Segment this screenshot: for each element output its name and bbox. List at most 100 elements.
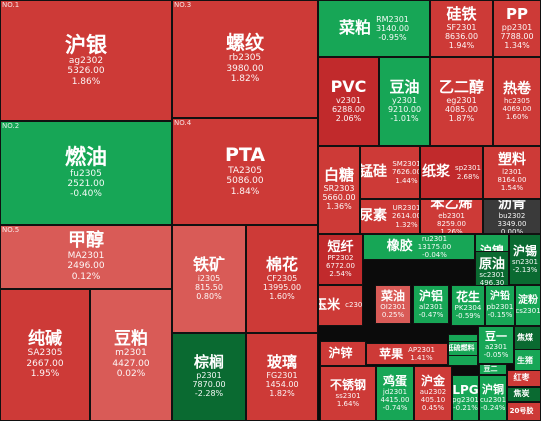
heatmap-tile[interactable]: 沪锌 — [320, 341, 366, 366]
section-label: NO.2 — [2, 122, 20, 130]
heatmap-tile[interactable]: 沪锡 sn2301 -2.13% — [509, 234, 541, 285]
tile-change: -0.59% — [455, 311, 481, 320]
tile-change: -0.95% — [378, 33, 407, 43]
tile-values: y2301 9210.00 -1.01% — [388, 96, 421, 124]
tile-code: c2303 — [345, 301, 363, 310]
heatmap-tile[interactable]: 苯乙烯 eb2301 8259.00 1.26% — [420, 199, 483, 234]
tile-change: 2.68% — [456, 172, 480, 181]
tile-code: v2301 — [335, 96, 362, 106]
tile-content: 乙二醇 eg2301 4085.00 1.87% — [439, 79, 484, 123]
heatmap-tile[interactable]: 沪铜 cu2301 -0.24% — [479, 375, 507, 421]
tile-content: 沪锌 — [328, 347, 357, 360]
tile-code: au2302 — [419, 387, 447, 396]
heatmap-tile[interactable]: 菜油 OI2301 0.25% — [375, 285, 411, 324]
heatmap-tile[interactable]: 短纤 PF2302 6772.00 2.54% — [318, 234, 363, 285]
tile-price: 7870.00 — [192, 380, 226, 390]
tile-name: 塑料 — [497, 152, 526, 169]
tile-price: 13995.00 — [262, 282, 302, 292]
heatmap-tile[interactable]: 棕榈 p2301 7870.00 -2.28% — [172, 333, 246, 421]
tile-code: PK2304 — [454, 303, 482, 312]
tile-name: 焦煤 — [517, 332, 533, 342]
tile-price: 4069.00 — [502, 104, 532, 113]
tile-code: ss2301 — [335, 391, 361, 400]
heatmap-tile[interactable]: 乙二醇 eg2301 4085.00 1.87% — [430, 57, 493, 146]
heatmap-tile[interactable]: 苹果 AP2301 1.41% — [366, 343, 448, 365]
tile-price: 5326.00 — [67, 66, 105, 77]
heatmap-tile[interactable]: 螺纹 rb2305 3980.00 1.82% — [172, 0, 318, 118]
heatmap-tile[interactable]: LPG pg2301 -0.21% — [452, 375, 479, 421]
heatmap-tile[interactable]: 玉米 c2303 — [318, 285, 363, 326]
tile-values: AP2301 1.41% — [408, 346, 435, 362]
tile-values: c2303 — [345, 301, 363, 310]
heatmap-tile[interactable]: 热卷 hc2305 4069.00 1.60% — [493, 57, 541, 146]
tile-price: 2496.00 — [67, 261, 105, 272]
tile-price: 4085.00 — [444, 104, 479, 114]
heatmap-tile[interactable]: 白糖 SR2303 5660.00 1.36% — [318, 146, 360, 234]
heatmap-tile[interactable]: 豆一 a2301 -0.05% — [478, 326, 514, 364]
heatmap-tile[interactable]: 低硫燃料 — [448, 341, 478, 356]
tile-content: 花生 PK2304 -0.59% — [455, 291, 482, 320]
heatmap-tile[interactable]: 燃油 fu2305 2521.00 -0.40% — [0, 121, 172, 225]
heatmap-tile[interactable]: PP pp2301 7788.00 1.34% — [493, 0, 541, 57]
heatmap-tile[interactable]: 硅铁 SF2301 8636.00 1.94% — [430, 0, 493, 57]
heatmap-tile[interactable]: 沪银 ag2302 5326.00 1.86% — [0, 0, 172, 121]
tile-change: -0.04% — [422, 251, 447, 260]
heatmap-tile[interactable]: 塑料 l2301 8164.00 1.54% — [483, 146, 541, 199]
tile-content: 硅铁 SF2301 8636.00 1.94% — [445, 6, 478, 50]
tile-values: sn2301 -2.13% — [512, 258, 538, 274]
heatmap-tile[interactable]: 鸡蛋 jd2301 4415.00 -0.74% — [376, 366, 414, 421]
tile-name: 螺纹 — [225, 31, 264, 54]
tile-code: cs2301 — [515, 306, 541, 315]
heatmap-tile[interactable]: 淀粉 cs2301 — [515, 285, 541, 326]
heatmap-tile[interactable]: 尿素 UR2301 2614.00 1.32% — [360, 199, 420, 234]
section-label: NO.5 — [2, 226, 20, 234]
tile-name: 沥青 — [497, 199, 526, 213]
heatmap-tile[interactable]: 铁矿 i2305 815.50 0.80% — [172, 225, 246, 333]
heatmap-tile[interactable]: 锰硅 SM2301 7626.00 1.44% — [360, 146, 420, 199]
tile-content: 铁矿 i2305 815.50 0.80% — [193, 256, 225, 301]
tile-values: RM2301 3140.00 -0.95% — [376, 15, 409, 43]
tile-change: 1.44% — [395, 176, 418, 185]
heatmap-tile[interactable]: 20号胶 — [507, 402, 541, 421]
heatmap-tile[interactable]: 纸浆 sp2301 2.68% — [420, 146, 483, 199]
tile-code: TA2305 — [228, 165, 262, 176]
tile-name: 20号胶 — [509, 406, 534, 415]
tile-price: 2521.00 — [67, 178, 105, 189]
tile-name: 沪锌 — [328, 346, 353, 361]
tile-price: 9210.00 — [387, 104, 422, 114]
tile-code: fu2305 — [70, 168, 102, 179]
tile-values: UR2301 2614.00 1.32% — [392, 204, 419, 229]
heatmap-tile[interactable]: 菜粕 RM2301 3140.00 -0.95% — [318, 0, 430, 57]
heatmap-tile[interactable]: 豆油 y2301 9210.00 -1.01% — [379, 57, 430, 146]
tile-code: AP2301 — [408, 345, 435, 354]
heatmap-tile[interactable]: 豆粕 m2301 4427.00 0.02% — [90, 289, 172, 421]
heatmap-tile[interactable]: 沥青 bu2302 3349.00 0.00% — [483, 199, 541, 234]
heatmap-tile[interactable]: 红枣 — [507, 370, 541, 387]
tile-change: 1.32% — [395, 220, 418, 229]
heatmap-tile[interactable]: 沪金 au2302 405.10 0.45% — [414, 366, 452, 421]
heatmap-tile[interactable]: 花生 PK2304 -0.59% — [451, 285, 485, 326]
tile-content: 棕榈 p2301 7870.00 -2.28% — [192, 355, 226, 399]
tile-values: m2301 4427.00 0.02% — [112, 348, 149, 379]
heatmap-tile[interactable]: 沪铅 pb2301 -0.15% — [485, 285, 515, 326]
heatmap-tile[interactable]: 焦煤 — [514, 326, 541, 350]
tile-content: 焦炭 — [514, 389, 535, 398]
heatmap-tile[interactable]: 玻璃 FG2301 1454.00 1.82% — [246, 333, 318, 421]
tile-code: bu2302 — [498, 211, 526, 220]
heatmap-tile[interactable]: 豆二 — [479, 364, 507, 375]
heatmap-tile[interactable]: PTA TA2305 5086.00 1.84% — [172, 118, 318, 225]
tile-name: 燃油 — [65, 145, 107, 170]
heatmap-tile[interactable]: 甲醇 MA2301 2496.00 0.12% — [0, 225, 172, 289]
tile-name: LPG — [452, 382, 479, 397]
heatmap-tile[interactable]: 棉花 CF2305 13995.00 1.60% — [246, 225, 318, 333]
heatmap-tile[interactable]: 沪铝 al2301 -0.47% — [413, 285, 449, 324]
heatmap-tile[interactable]: 焦炭 — [507, 387, 541, 402]
tile-values: rb2305 3980.00 1.82% — [226, 53, 264, 84]
tile-change: 1.87% — [448, 113, 475, 123]
heatmap-tile[interactable]: 橡胶 ru2301 13175.00 -0.04% — [363, 234, 475, 260]
heatmap-tile[interactable]: 纯碱 SA2305 2667.00 1.95% — [0, 289, 90, 421]
heatmap-tile[interactable]: 不锈钢 ss2301 1.64% — [320, 366, 376, 421]
tile-name: 纯碱 — [28, 328, 62, 349]
tile-content: 纯碱 SA2305 2667.00 1.95% — [26, 328, 63, 380]
heatmap-tile[interactable]: PVC v2301 6288.00 2.06% — [318, 57, 379, 146]
